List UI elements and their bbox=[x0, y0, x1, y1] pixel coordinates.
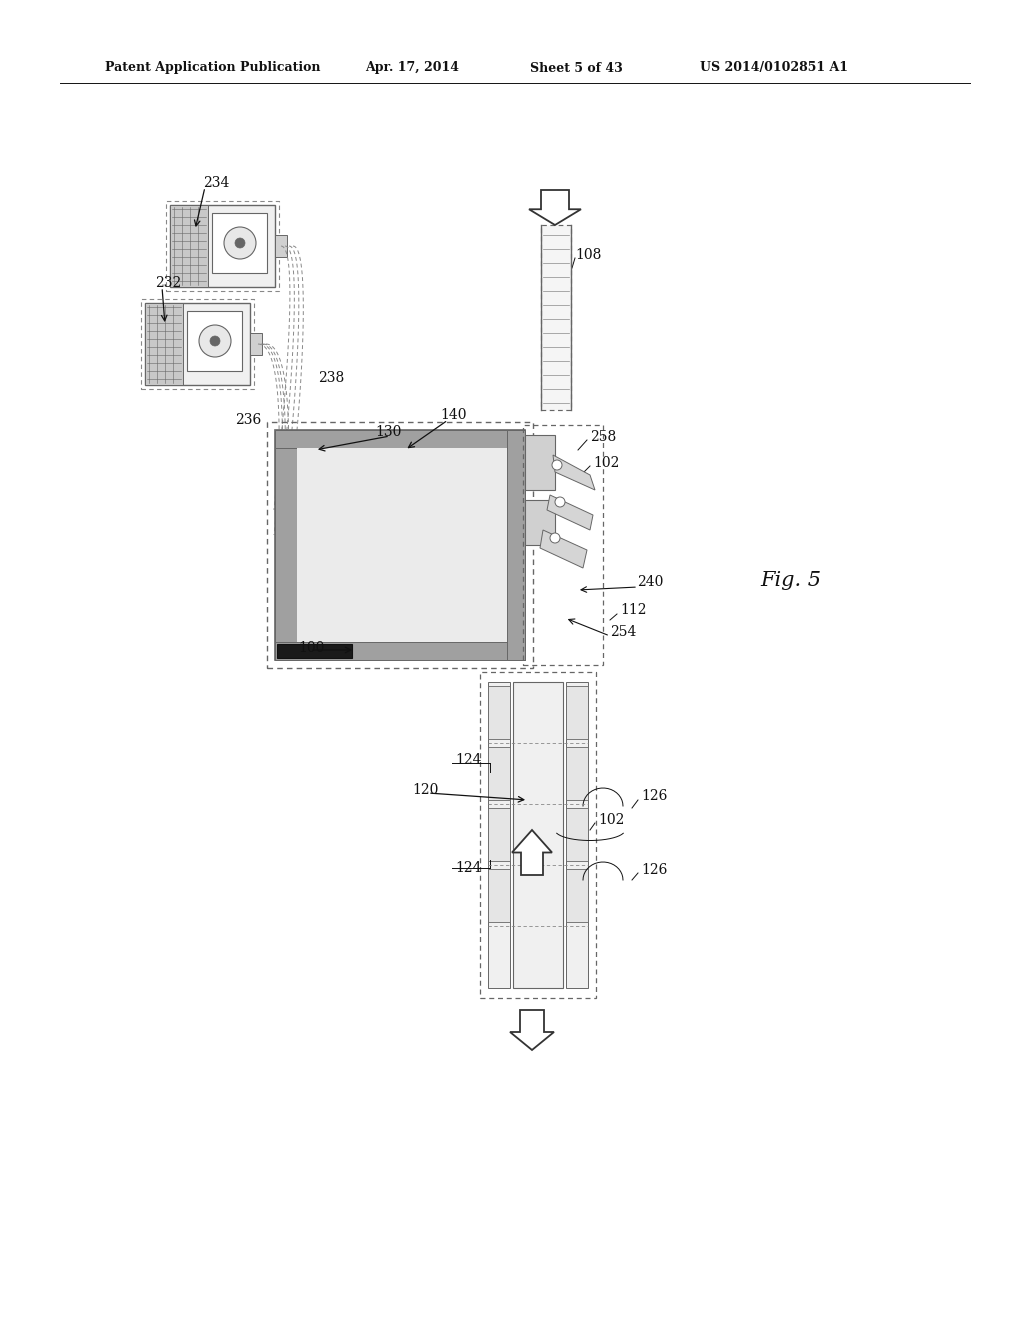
Polygon shape bbox=[512, 830, 552, 875]
Text: 238: 238 bbox=[318, 371, 344, 385]
Bar bbox=[525, 500, 555, 545]
Bar bbox=[250, 333, 262, 355]
Circle shape bbox=[210, 337, 220, 346]
Circle shape bbox=[550, 533, 560, 543]
Text: US 2014/0102851 A1: US 2014/0102851 A1 bbox=[700, 62, 848, 74]
Bar bbox=[488, 686, 510, 739]
Text: Patent Application Publication: Patent Application Publication bbox=[105, 62, 321, 74]
Bar bbox=[275, 430, 525, 660]
Text: 124: 124 bbox=[455, 752, 481, 767]
Bar bbox=[566, 808, 588, 861]
Bar bbox=[523, 425, 603, 665]
Bar bbox=[566, 686, 588, 739]
Text: 126: 126 bbox=[641, 863, 668, 876]
Text: 130: 130 bbox=[375, 425, 401, 440]
Text: 120: 120 bbox=[412, 783, 438, 797]
Bar bbox=[541, 224, 571, 411]
Text: 112: 112 bbox=[620, 603, 646, 616]
Bar bbox=[488, 869, 510, 921]
Bar bbox=[275, 430, 525, 447]
Bar bbox=[170, 205, 275, 286]
Text: 140: 140 bbox=[440, 408, 467, 422]
Bar bbox=[141, 300, 254, 389]
Polygon shape bbox=[553, 455, 595, 490]
Text: 236: 236 bbox=[234, 413, 261, 426]
Polygon shape bbox=[529, 190, 581, 224]
Circle shape bbox=[224, 227, 256, 259]
Text: 240: 240 bbox=[637, 576, 664, 589]
Bar bbox=[480, 672, 596, 998]
Text: 108: 108 bbox=[575, 248, 601, 261]
Bar bbox=[566, 747, 588, 800]
Polygon shape bbox=[540, 531, 587, 568]
Bar bbox=[275, 642, 525, 660]
Text: 100: 100 bbox=[298, 642, 325, 655]
Bar bbox=[566, 869, 588, 921]
Polygon shape bbox=[547, 495, 593, 531]
Bar bbox=[267, 422, 534, 668]
Text: 102: 102 bbox=[593, 455, 620, 470]
Circle shape bbox=[234, 238, 245, 248]
Bar bbox=[297, 447, 507, 642]
Bar bbox=[166, 201, 279, 290]
Bar bbox=[212, 213, 267, 273]
Bar bbox=[566, 682, 588, 987]
Bar bbox=[488, 747, 510, 800]
Bar bbox=[145, 304, 183, 385]
Bar bbox=[145, 304, 250, 385]
Text: Apr. 17, 2014: Apr. 17, 2014 bbox=[365, 62, 459, 74]
Bar bbox=[488, 808, 510, 861]
Bar bbox=[525, 436, 555, 490]
Text: 254: 254 bbox=[610, 624, 636, 639]
Bar bbox=[278, 644, 352, 657]
Text: 258: 258 bbox=[590, 430, 616, 444]
Bar bbox=[170, 205, 208, 286]
Bar bbox=[507, 430, 525, 660]
Text: 232: 232 bbox=[155, 276, 181, 290]
Bar bbox=[187, 312, 242, 371]
Circle shape bbox=[552, 459, 562, 470]
Bar bbox=[513, 682, 563, 987]
Bar bbox=[275, 430, 297, 660]
Bar bbox=[275, 235, 287, 257]
Text: 102: 102 bbox=[598, 813, 625, 828]
Text: Fig. 5: Fig. 5 bbox=[760, 570, 821, 590]
Circle shape bbox=[555, 498, 565, 507]
Text: Sheet 5 of 43: Sheet 5 of 43 bbox=[530, 62, 623, 74]
Text: 126: 126 bbox=[641, 789, 668, 803]
Circle shape bbox=[199, 325, 231, 356]
Bar bbox=[488, 682, 510, 987]
Text: 234: 234 bbox=[203, 176, 229, 190]
Polygon shape bbox=[510, 1010, 554, 1049]
Text: 124: 124 bbox=[455, 861, 481, 875]
